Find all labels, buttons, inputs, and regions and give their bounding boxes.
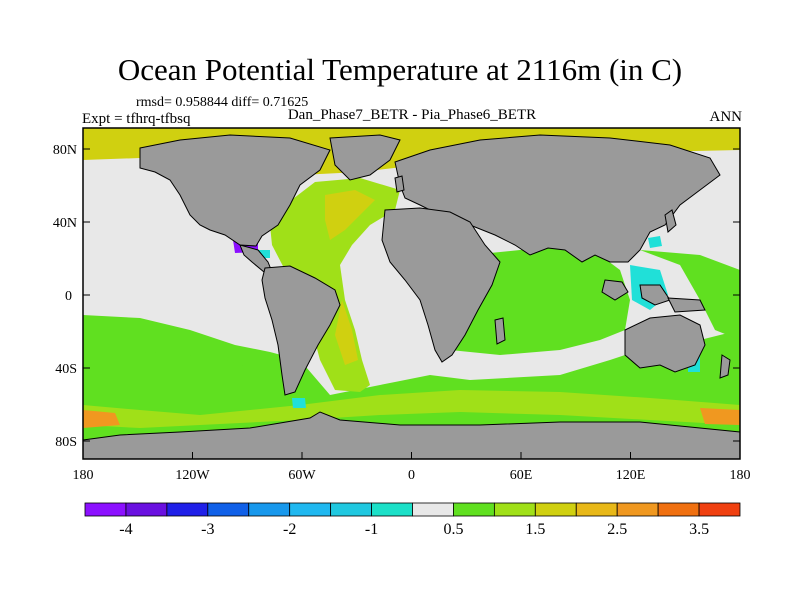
colorbar-label: -1 [365, 521, 378, 538]
latitude-axis: 80N 40N 0 40S 80S [53, 143, 740, 450]
north-atlantic-core [325, 190, 375, 240]
lon-tick-label: 120W [175, 468, 210, 483]
land-japan [664, 209, 677, 233]
land-sumatra [601, 279, 629, 301]
atlantic-warm-field [270, 178, 400, 392]
land-madagascar [494, 317, 506, 345]
colorbar-label: 2.5 [607, 521, 627, 538]
colorbar-label: 3.5 [689, 521, 709, 538]
land-south-america [261, 265, 341, 396]
lon-tick-label: 180 [730, 468, 751, 483]
land-africa [381, 207, 501, 363]
east-antarctic-warm [700, 408, 740, 425]
colorbar-swatch [84, 502, 127, 517]
colorbar-label: -4 [119, 521, 132, 538]
lat-tick-label: 80S [55, 435, 77, 450]
season-text: ANN [709, 109, 743, 125]
colorbar-swatch [166, 502, 209, 517]
south-pacific-field [83, 352, 300, 410]
colorbar-swatch [207, 502, 250, 517]
colorbar-swatch [248, 502, 291, 517]
colorbar-swatch [657, 502, 700, 517]
colorbar-swatch [330, 502, 372, 517]
colorbar-label: -3 [201, 521, 214, 538]
land-masses [83, 134, 740, 459]
land-new-guinea [667, 297, 706, 313]
southern-warm-belt [83, 390, 740, 428]
lon-tick-label: 0 [408, 468, 415, 483]
lat-tick-label: 40N [53, 216, 77, 231]
land-antarctica [83, 411, 740, 459]
longitude-axis: 180 120W 60W 0 60E 120E 180 [73, 452, 751, 483]
colorbar-swatch [616, 502, 659, 517]
lat-tick-label: 40S [55, 362, 77, 377]
experiment-text: Expt = tfhrq-tfbsq [82, 111, 191, 127]
land-north-america [139, 134, 331, 247]
comparison-text: Dan_Phase7_BETR - Pia_Phase6_BETR [287, 107, 537, 123]
colorbar-swatch [125, 502, 168, 517]
colorbar-swatch [453, 502, 495, 517]
lon-tick-label: 60E [510, 468, 533, 483]
land-australia [624, 314, 706, 373]
lon-tick-label: 60W [288, 468, 316, 483]
ross-sea-warm [83, 410, 120, 428]
colorbar-swatch [412, 502, 454, 517]
stats-text: rmsd= 0.958844 diff= 0.71625 [136, 95, 309, 110]
land-borneo [639, 284, 671, 306]
cool-patch-north-pacific [648, 236, 662, 248]
map-title: Ocean Potential Temperature at 2116m (in… [117, 52, 683, 87]
lat-tick-label: 0 [65, 289, 72, 304]
colorbar-swatch [534, 502, 577, 517]
colorbar-swatch [289, 502, 332, 517]
colorbar-label: 1.5 [525, 521, 545, 538]
lat-tick-label: 80N [53, 143, 77, 158]
lon-tick-label: 180 [73, 468, 94, 483]
south-atlantic-core [335, 300, 358, 365]
cool-patch-drake [292, 398, 306, 408]
map-field [83, 128, 740, 459]
west-pacific-field [640, 250, 740, 340]
colorbar-swatch [575, 502, 618, 517]
colorbar-label: 0.5 [443, 521, 463, 538]
lon-tick-label: 120E [616, 468, 646, 483]
colorbar-swatch [371, 502, 413, 517]
land-new-zealand [719, 354, 731, 379]
colorbar [84, 502, 741, 517]
colorbar-swatch [493, 502, 536, 517]
colorbar-labels: -4 -3 -2 -1 0.5 1.5 2.5 3.5 [119, 521, 709, 538]
land-greenland [329, 134, 401, 181]
land-britain [394, 175, 405, 193]
colorbar-label: -2 [283, 521, 296, 538]
colorbar-swatch [698, 502, 741, 517]
